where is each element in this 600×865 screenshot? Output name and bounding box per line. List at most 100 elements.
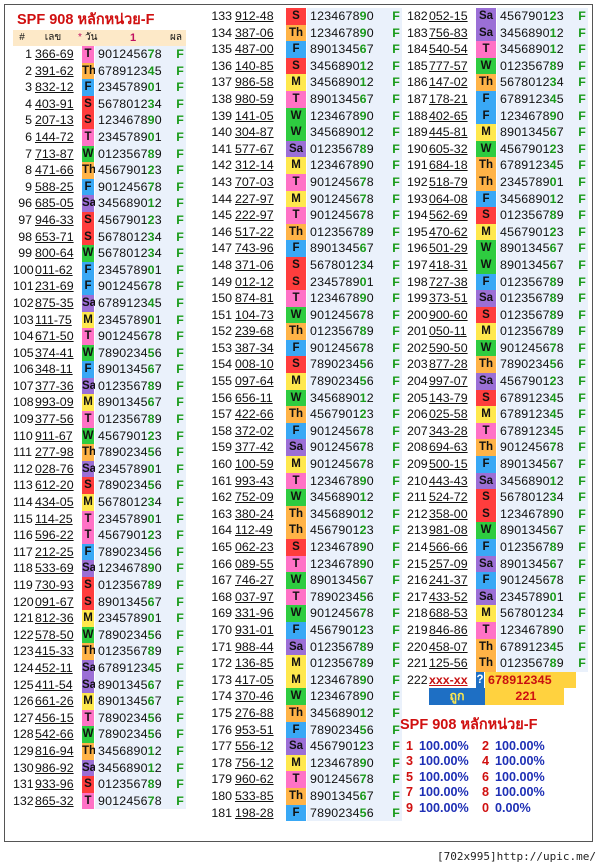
row-number: 166 [211,556,232,571]
row-digits: 456790123 [307,621,390,639]
row-number: 1 [25,47,32,61]
row-day: W [81,726,95,743]
row-digits: 901245678 [95,46,174,63]
row-result: F [174,444,186,461]
row-number: 170 [211,622,232,637]
row-day: Th [285,787,307,805]
row-day: T [81,411,95,428]
row-number: 190 [407,141,428,156]
row-number: 113 [13,478,33,493]
row-code: 590-50 [429,339,475,357]
row-digits: 890134567 [497,240,576,257]
row-day: M [285,74,307,91]
row-day: M [285,754,307,772]
row-digits: 012356789 [95,145,174,163]
row-result: F [576,472,588,490]
row-number: 5 [25,113,32,128]
row-digits: 123467890 [307,8,390,25]
row-result: F [390,572,402,589]
row-result: F [390,8,402,25]
table-row: 136 140-85 S 345689012 F [211,57,402,75]
stat-percent: 100.00% [419,754,469,769]
row-result: F [576,207,588,224]
row-code: 276-88 [235,704,285,722]
row-day: Sa [475,555,497,573]
row-code: 104-73 [235,306,285,324]
row-result: F [174,311,186,329]
table-row: 203 877-28 Th 789023456 F [407,356,588,374]
row-number: 144 [211,191,232,206]
row-result: F [390,240,402,257]
table-row: 114 434-05 M 567801234 F [13,494,186,511]
row-code: 487-00 [235,41,285,58]
table-row: 131 933-96 S 012356789 F [13,776,186,793]
row-number: 209 [407,457,428,472]
row-day: S [81,95,95,113]
row-code: 348-11 [35,361,81,378]
row-result: F [390,157,402,174]
row-code: 542-66 [35,726,81,743]
row-code: 222-97 [235,207,285,224]
row-day: F [475,107,497,125]
row-day: M [285,655,307,672]
row-number: 147 [211,241,232,256]
row-result: F [576,223,588,241]
row-digits: 123467890 [497,621,576,639]
row-code: 371-06 [235,256,285,274]
stat-row: 1 100.00% 2 100.00% [406,739,586,754]
row-code: 684-18 [429,157,475,174]
row-result: F [390,74,402,91]
table-row: 104 671-50 T 901245678 F [13,328,186,345]
row-result: F [576,588,588,606]
row-digits: 012356789 [307,655,390,672]
row-result: F [576,157,588,174]
row-day: Sa [285,738,307,755]
row-day: S [285,256,307,274]
row-code: 471-66 [35,162,81,179]
row-code: 312-14 [235,157,285,174]
row-result: F [174,112,186,129]
row-digits: 901245678 [307,173,390,191]
table-row: 200 900-60 S 012356789 F [407,306,588,324]
table-row: 189 445-81 M 890134567 F [407,124,588,141]
row-number: 109 [13,412,34,427]
table-row: 165 062-23 S 123467890 F [211,539,402,556]
table-row: 111 277-98 Th 789023456 F [13,444,186,461]
table-row: 2 391-62 Th 678912345 F [13,62,186,80]
table-row: 119 730-93 S 012356789 F [13,577,186,594]
row-result: F [174,294,186,312]
row-digits: 567801234 [307,256,390,274]
table-row: 7 713-87 W 012356789 F [13,145,186,163]
row-number: 102 [13,295,34,310]
row-number: 188 [407,108,428,123]
table-column-1: SPF 908 หลักหน่วย-F # เลข * วัน 1 ผล 1 36… [13,8,186,810]
row-digits: 901245678 [307,306,390,324]
row-result: F [174,643,186,660]
table-row: 158 372-02 F 901245678 F [211,422,402,440]
row-digits: 789023456 [95,726,174,743]
table-row: 162 752-09 W 345689012 F [211,489,402,506]
row-result: F [174,361,186,378]
row-digits: 123467890 [307,754,390,772]
row-number: 169 [211,606,232,621]
row-number: 184 [407,42,428,57]
table-row: 128 542-66 W 789023456 F [13,726,186,743]
table-row: 191 684-18 Th 678912345 F [407,157,588,174]
row-digits: 123467890 [307,472,390,490]
row-result: F [390,107,402,125]
row-code: 946-33 [35,211,81,229]
row-code: 746-27 [235,572,285,589]
stat-percent: 100.00% [419,769,469,784]
row-result: F [390,140,402,158]
row-digits: 234578901 [95,128,174,146]
table-row: 144 227-97 M 901245678 F [211,190,402,208]
row-digits: 678912345 [95,62,174,80]
header-star: * [78,32,82,43]
row-digits: 345689012 [307,489,390,506]
table-column-3: 182 052-15 Sa 456790123 F 183 756-83 Sa 34568901… [407,8,588,705]
row-number: 115 [13,511,33,526]
row-day: T [285,90,307,108]
row-number: 8 [25,163,32,178]
row-code: 377-36 [35,377,81,395]
row-day: W [81,626,95,644]
